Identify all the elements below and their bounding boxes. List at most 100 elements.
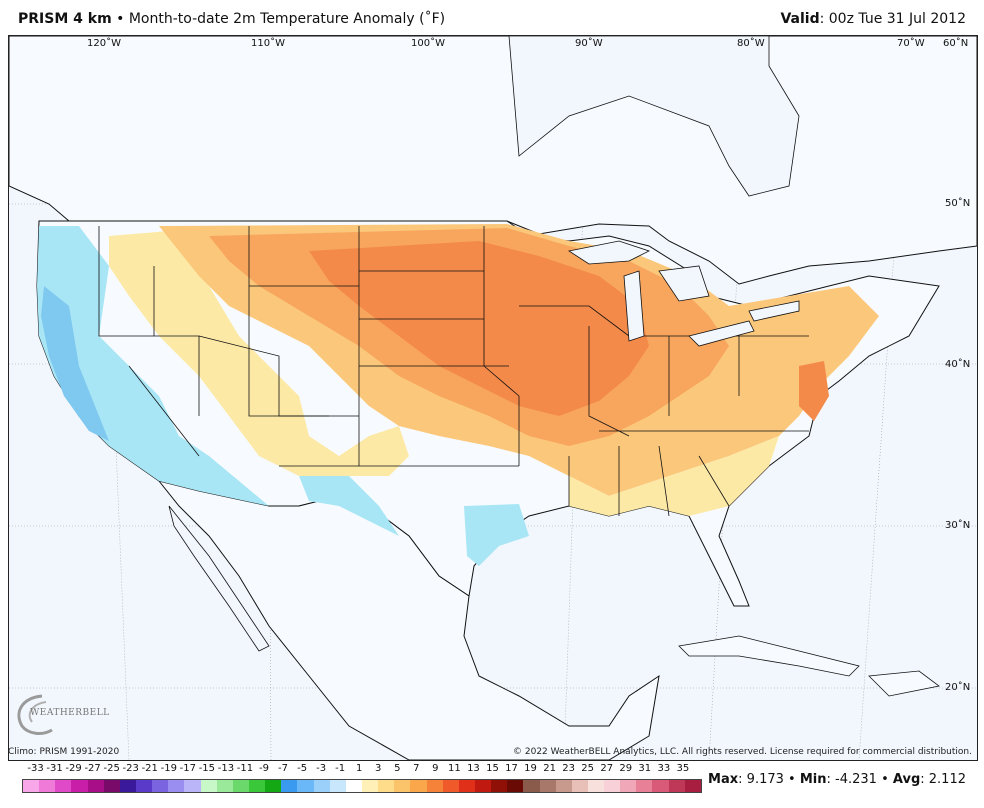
legend-swatch xyxy=(410,780,427,792)
legend-swatch xyxy=(555,780,572,792)
legend-swatch xyxy=(668,780,685,792)
legend-swatch xyxy=(168,780,185,792)
valid-time: Valid: 00z Tue 31 Jul 2012 xyxy=(780,11,966,27)
legend-tick-label: -23 xyxy=(122,763,139,774)
stats-sep-1: • xyxy=(788,772,796,787)
legend-swatch xyxy=(571,780,588,792)
anomaly-map[interactable]: 120˚W 110˚W 100˚W 90˚W 80˚W 70˚W 60˚N 50… xyxy=(8,35,978,761)
legend-tick-label: -33 xyxy=(27,763,44,774)
legend-tick-label: 17 xyxy=(505,763,518,774)
state-lines xyxy=(98,226,809,517)
lon-label-110w: 110˚W xyxy=(251,38,285,49)
shade-cooler-coast xyxy=(41,286,109,441)
legend-swatch xyxy=(87,780,104,792)
legend-swatch xyxy=(361,780,379,792)
legend-swatch xyxy=(265,780,282,792)
stats-summary: Max: 9.173 • Min: -4.231 • Avg: 2.112 xyxy=(708,772,966,787)
product-description: Month-to-date 2m Temperature Anomaly (˚F… xyxy=(128,11,446,27)
product-name: PRISM 4 km xyxy=(18,11,112,27)
legend-tick-label: -1 xyxy=(335,763,346,774)
hispaniola xyxy=(868,670,940,697)
legend-tick-label: 1 xyxy=(356,763,363,774)
lon-label-90w: 90˚W xyxy=(575,38,603,49)
legend-swatch xyxy=(587,780,605,792)
lon-label-100w: 100˚W xyxy=(411,38,445,49)
legend-tick-label: 25 xyxy=(581,763,595,774)
legend-swatch xyxy=(507,780,524,792)
shade-cool-southwest xyxy=(299,476,399,536)
legend-swatch xyxy=(71,780,88,792)
legend-tick-label: -25 xyxy=(103,763,120,774)
legend-swatch xyxy=(119,780,136,792)
legend-tick-label: 15 xyxy=(486,763,499,774)
cuba xyxy=(678,635,860,677)
legend-tick-label: -7 xyxy=(278,763,289,774)
legend-swatch xyxy=(620,780,637,792)
legend-swatch xyxy=(184,780,201,792)
legend-swatch xyxy=(152,780,169,792)
lat-label-60n: 60˚N xyxy=(943,38,969,49)
shade-hot-center xyxy=(309,241,649,416)
shade-cool-west xyxy=(37,226,269,506)
legend-tick-label: 19 xyxy=(524,763,537,774)
color-legend: -33 -31 -29 -27 -25 -23 -21 -19 -17 -15 -13 -11 -9 -7… xyxy=(22,763,702,803)
avg-value: : 2.112 xyxy=(920,772,966,787)
legend-tick-label: -17 xyxy=(179,763,196,774)
legend-tick-label: 29 xyxy=(619,763,633,774)
lat-label-40n: 40˚N xyxy=(945,359,971,370)
legend-labels: -33 -31 -29 -27 -25 -23 -21 -19 -17 -15 -13 -11 -9 -7… xyxy=(22,763,702,777)
legend-swatch xyxy=(636,780,653,792)
legend-swatch xyxy=(55,780,72,792)
legend-tick-label: -21 xyxy=(141,763,158,774)
legend-tick-label: -29 xyxy=(65,763,82,774)
lat-label-30n: 30˚N xyxy=(945,520,971,531)
legend-swatch xyxy=(652,780,669,792)
title-bullet: • xyxy=(116,11,125,27)
legend-tick-label: 27 xyxy=(600,763,614,774)
legend-swatch xyxy=(39,780,56,792)
legend-tick-label: 13 xyxy=(467,763,480,774)
legend-tick-label: -13 xyxy=(217,763,235,774)
legend-color-bar xyxy=(22,779,702,793)
legend-swatch xyxy=(523,780,540,792)
lon-label-120w: 120˚W xyxy=(87,38,121,49)
max-label: Max xyxy=(708,772,739,787)
weatherbell-logo: WEATHERBELL xyxy=(12,690,109,738)
legend-tick-label: 11 xyxy=(448,763,461,774)
legend-swatch xyxy=(103,780,120,792)
legend-swatch xyxy=(200,780,217,792)
shade-hot-midatlantic xyxy=(799,361,829,421)
legend-swatch xyxy=(458,780,475,792)
legend-tick-label: -27 xyxy=(84,763,101,774)
logo-swirl-icon xyxy=(17,694,53,735)
header: PRISM 4 km • Month-to-date 2m Temperatur… xyxy=(0,0,984,34)
shade-warm-light-west xyxy=(109,231,409,476)
legend-swatch xyxy=(474,780,492,792)
legend-swatch xyxy=(135,780,153,792)
legend-tick-label: 23 xyxy=(562,763,575,774)
legend-tick-label: -3 xyxy=(316,763,327,774)
legend-tick-label: 35 xyxy=(676,763,690,774)
legend-swatch xyxy=(604,780,621,792)
legend-tick-label: 31 xyxy=(638,763,652,774)
min-value: : -4.231 xyxy=(826,772,877,787)
legend-swatch xyxy=(378,780,395,792)
legend-tick-label: -19 xyxy=(160,763,177,774)
legend-tick-label: 9 xyxy=(432,763,439,774)
max-value: : 9.173 xyxy=(738,772,784,787)
legend-swatch xyxy=(248,780,266,792)
legend-swatch xyxy=(329,780,346,792)
lat-label-50n: 50˚N xyxy=(945,198,971,209)
legend-tick-label: -31 xyxy=(46,763,63,774)
baja-peninsula xyxy=(168,505,270,652)
legend-swatch xyxy=(313,780,330,792)
legend-tick-label: 7 xyxy=(413,763,420,774)
climo-note: Climo: PRISM 1991-2020 xyxy=(8,747,120,757)
legend-tick-label: -11 xyxy=(236,763,254,774)
shade-cool-texas xyxy=(464,504,529,566)
legend-tick-label: -9 xyxy=(259,763,269,774)
legend-swatch xyxy=(216,780,233,792)
legend-swatch xyxy=(297,780,314,792)
lat-label-20n: 20˚N xyxy=(945,682,971,693)
map-svg xyxy=(9,36,977,760)
